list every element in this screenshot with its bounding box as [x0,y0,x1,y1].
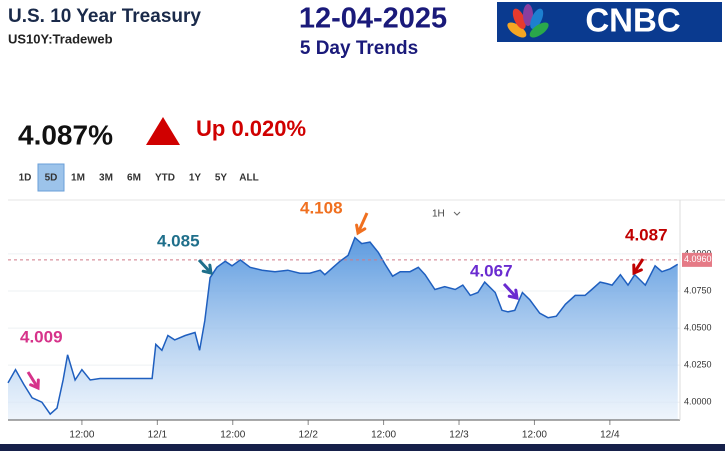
change: Up 0.020% [196,116,306,141]
annotation-arrowhead [632,263,643,276]
annotation-arrowhead [201,263,213,275]
annotation-arrow [197,258,213,275]
range-button[interactable]: ALL [239,173,258,184]
symbol: US10Y:Tradeweb [8,31,113,46]
logo-text: CNBC [585,2,680,39]
annotation-arrow [356,212,369,234]
range-button[interactable]: 5D [45,173,58,184]
annotation-label: 4.067 [470,261,513,280]
annotation-label: 4.087 [625,225,668,244]
x-tick-label: 12/4 [600,430,620,441]
annotation-arrowhead [355,223,367,236]
last-price-box [682,252,712,267]
range-button[interactable]: 5Y [215,173,228,184]
subtitle: 5 Day Trends [300,38,418,59]
x-tick-label: 12/1 [148,430,168,441]
range-button[interactable]: YTD [155,173,175,184]
peacock [507,4,549,38]
annotation-label: 4.009 [20,327,63,346]
price: 4.087% [18,119,113,150]
up-triangle [146,117,180,145]
range-button[interactable]: 6M [127,173,141,184]
annotation-label: 4.085 [157,231,200,250]
date: 12-04-2025 [299,3,447,35]
plot: 4.00004.02504.05004.07504.100012:0012/11… [7,198,712,441]
annotation-arrowhead [507,288,519,300]
range-button[interactable]: 3M [99,173,113,184]
annotation-label: 4.108 [300,198,343,217]
area-fill [8,237,678,420]
range-buttons: 1D 5D 1M 3M 6M YTD 1Y 5Y ALL [19,163,259,192]
title: U.S. 10 Year Treasury [8,6,201,27]
annotation-arrow [26,371,40,389]
interval[interactable]: 1H [432,209,445,220]
range-button[interactable]: 1Y [189,173,202,184]
y-tick-label: 4.0250 [684,360,712,370]
y-tick-label: 4.0500 [684,322,712,332]
x-tick-label: 12:00 [69,430,94,441]
bottom-bar [0,444,725,451]
x-tick-label: 12/3 [449,430,469,441]
annotation-arrowhead [29,378,40,391]
x-tick-label: 12/2 [298,430,318,441]
range-active[interactable] [37,163,65,192]
annotation-arrow [502,282,519,300]
y-tick-label: 4.0750 [684,285,712,295]
x-tick-label: 12:00 [371,430,396,441]
annotation-arrow [632,258,645,274]
y-tick-label: 4.0000 [684,397,712,407]
last-price-label: 4.0960 [684,254,712,264]
x-tick-label: 12:00 [522,430,547,441]
range-button[interactable]: 1M [71,173,85,184]
price-line [7,236,679,416]
x-tick-label: 12:00 [220,430,245,441]
range-button[interactable]: 1D [19,173,32,184]
dropdown-caret[interactable] [453,211,461,216]
